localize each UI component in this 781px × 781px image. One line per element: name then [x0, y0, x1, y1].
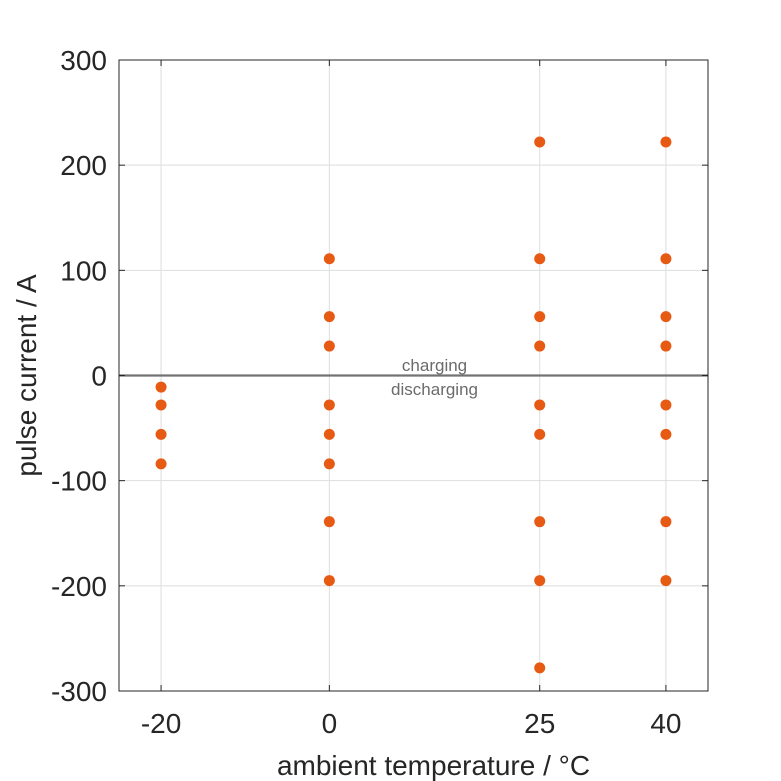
annotation-label: discharging [391, 380, 478, 399]
data-point [660, 253, 672, 265]
data-point [534, 340, 546, 352]
y-tick-label: -100 [51, 466, 107, 497]
y-tick-label: 100 [60, 255, 107, 286]
x-tick-label: -20 [141, 708, 181, 739]
data-point [155, 458, 167, 470]
y-tick-label: -300 [51, 676, 107, 707]
data-point [323, 575, 335, 587]
data-point [155, 428, 167, 440]
data-point [323, 340, 335, 352]
x-axis-label: ambient temperature / °C [277, 750, 590, 781]
y-axis-label: pulse current / A [11, 274, 42, 477]
data-point [660, 575, 672, 587]
data-point [660, 136, 672, 148]
data-point [534, 516, 546, 528]
data-point [323, 516, 335, 528]
data-point [534, 253, 546, 265]
data-point [323, 311, 335, 323]
x-tick-label: 0 [322, 708, 338, 739]
y-tick-label: 300 [60, 45, 107, 76]
annotation-label: charging [402, 356, 467, 375]
y-tick-label: 0 [91, 361, 107, 392]
data-point [660, 428, 672, 440]
data-point [660, 399, 672, 411]
y-tick-label: 200 [60, 150, 107, 181]
data-point [323, 458, 335, 470]
y-tick-label: -200 [51, 571, 107, 602]
data-point [155, 399, 167, 411]
annotations: charging discharging [391, 356, 478, 399]
data-point [534, 399, 546, 411]
x-tick-label: 40 [650, 708, 681, 739]
data-point [323, 428, 335, 440]
data-point [155, 381, 167, 393]
data-point [534, 662, 546, 674]
data-points [155, 136, 672, 674]
data-point [660, 311, 672, 323]
data-point [534, 311, 546, 323]
data-point [323, 253, 335, 265]
data-point [660, 516, 672, 528]
x-tick-label: 25 [524, 708, 555, 739]
data-point [534, 136, 546, 148]
data-point [660, 340, 672, 352]
data-point [534, 575, 546, 587]
data-point [534, 428, 546, 440]
data-point [323, 399, 335, 411]
